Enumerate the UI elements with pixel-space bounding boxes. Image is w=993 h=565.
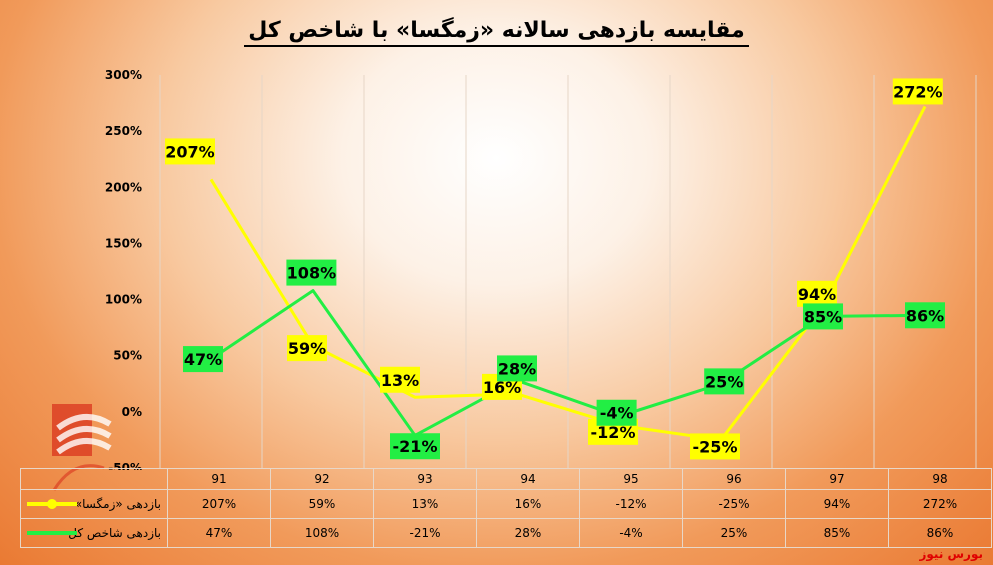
legend-swatch-yellow [27, 499, 77, 509]
data-label: -21% [393, 437, 438, 456]
y-tick-label: 100% [105, 293, 142, 307]
table-cell: 94% [785, 489, 889, 519]
table-cell: 16% [476, 489, 580, 519]
data-label: 207% [165, 142, 214, 161]
data-label-bg [497, 355, 537, 382]
table-cell: -12% [579, 489, 683, 519]
table-cell: 13% [373, 489, 477, 519]
data-label: 272% [893, 82, 942, 101]
data-label: 16% [483, 378, 521, 397]
table-cell: 59% [270, 489, 374, 519]
year-cell: 94 [476, 468, 580, 490]
data-table-row-index: بازدهی شاخص کل 47% 108% -21% 28% -4% 25%… [20, 518, 992, 548]
data-label: -25% [693, 437, 738, 456]
y-tick-label: 50% [113, 349, 142, 363]
year-cell: 91 [167, 468, 271, 490]
year-cell: 95 [579, 468, 683, 490]
data-label-bg [905, 302, 945, 329]
y-tick-label: -50% [108, 461, 142, 470]
year-cell: 98 [888, 468, 992, 490]
year-cell: 96 [682, 468, 786, 490]
data-label: 85% [804, 307, 842, 326]
data-label-bg [803, 303, 843, 330]
y-tick-label: 300% [105, 68, 142, 82]
data-label: -12% [591, 423, 636, 442]
data-label: 47% [184, 350, 222, 369]
table-cell: 108% [270, 518, 374, 548]
table-cell: 85% [785, 518, 889, 548]
table-cell: 25% [682, 518, 786, 548]
chart-title: مقایسه بازدهی سالانه «زمگسا» با شاخص کل [0, 18, 993, 47]
data-label: 25% [705, 372, 743, 391]
table-cell: 86% [888, 518, 992, 548]
data-label: 13% [381, 371, 419, 390]
data-label-bg [704, 368, 745, 395]
year-cell: 97 [785, 468, 889, 490]
y-tick-label: 0% [122, 405, 142, 419]
data-label-bg [797, 280, 837, 307]
data-label-bg [596, 399, 637, 426]
legend-label-zemgesa: بازدهی «زمگسا» [74, 497, 161, 511]
data-table-corner [20, 468, 168, 490]
table-cell: -25% [682, 489, 786, 519]
data-table-row-zemgesa: بازدهی «زمگسا» 207% 59% 13% 16% -12% -25… [20, 489, 992, 519]
table-cell: 47% [167, 518, 271, 548]
year-cell: 92 [270, 468, 374, 490]
data-label: 28% [498, 359, 536, 378]
y-tick-label: 250% [105, 124, 142, 138]
table-cell: -4% [579, 518, 683, 548]
line-chart: -50% 0% 50% 100% 150% 200% 250% 300% 207% 59% 13% 1… [105, 68, 977, 470]
data-label: -4% [600, 404, 634, 423]
data-label-bg [390, 433, 440, 460]
brand-watermark: بورس نیوز [919, 547, 983, 561]
year-cell: 93 [373, 468, 477, 490]
legend-key-zemgesa: بازدهی «زمگسا» [20, 489, 168, 519]
data-label: 86% [906, 306, 944, 325]
table-cell: 207% [167, 489, 271, 519]
data-label-bg [287, 335, 327, 362]
data-label-bg [183, 346, 223, 373]
data-label: 108% [287, 264, 336, 283]
y-tick-label: 200% [105, 180, 142, 194]
data-label-bg [286, 259, 337, 286]
data-label: 59% [288, 339, 326, 358]
y-tick-label: 150% [105, 236, 142, 250]
legend-swatch-green [27, 531, 77, 535]
table-cell: 28% [476, 518, 580, 548]
legend-label-index: بازدهی شاخص کل [68, 526, 161, 540]
legend-key-index: بازدهی شاخص کل [20, 518, 168, 548]
data-label-bg [380, 366, 420, 393]
table-cell: -21% [373, 518, 477, 548]
data-label-bg [892, 78, 943, 105]
table-cell: 272% [888, 489, 992, 519]
data-table: 91 92 93 94 95 96 97 98 بازدهی «زمگسا» 2… [20, 468, 992, 548]
data-table-header-row: 91 92 93 94 95 96 97 98 [20, 468, 992, 490]
data-label-bg [690, 433, 740, 460]
data-label: 94% [798, 285, 836, 304]
data-label-bg [165, 138, 215, 165]
